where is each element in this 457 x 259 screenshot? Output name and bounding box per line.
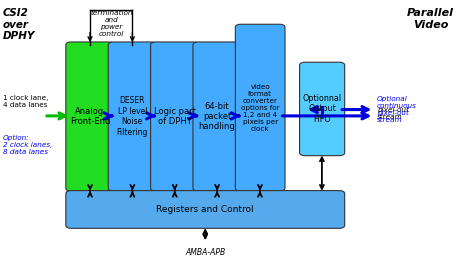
Text: Logic part
of DPHY: Logic part of DPHY <box>154 107 196 126</box>
Text: CSI2
over
DPHY: CSI2 over DPHY <box>3 8 35 41</box>
Text: DESER
LP level
Noise
Filtering: DESER LP level Noise Filtering <box>117 96 148 137</box>
FancyBboxPatch shape <box>151 42 199 191</box>
FancyBboxPatch shape <box>108 42 156 191</box>
Text: Option:
2 clock lanes,
8 data lanes: Option: 2 clock lanes, 8 data lanes <box>3 135 53 155</box>
Text: AMBA-APB: AMBA-APB <box>185 248 225 257</box>
FancyBboxPatch shape <box>300 62 345 156</box>
Text: 64-bit
packet
handling: 64-bit packet handling <box>199 102 235 131</box>
Text: Optional
continuous
pixel-out
stream: Optional continuous pixel-out stream <box>377 96 416 123</box>
Text: video
format
converter
options for
1,2 and 4
pixels per
clock: video format converter options for 1,2 a… <box>241 84 280 132</box>
Text: 1 clock lane,
4 data lanes: 1 clock lane, 4 data lanes <box>3 96 48 109</box>
Text: Optionnal
Output
FIFO: Optionnal Output FIFO <box>303 94 342 124</box>
Text: termination
and
power
control: termination and power control <box>90 10 133 37</box>
FancyBboxPatch shape <box>193 42 241 191</box>
Text: Registers and Control: Registers and Control <box>156 205 254 214</box>
FancyBboxPatch shape <box>66 191 345 228</box>
Text: Parallel
Video: Parallel Video <box>407 8 454 30</box>
Text: pixel-out
stream: pixel-out stream <box>377 107 409 120</box>
Text: Analog
Front-End: Analog Front-End <box>70 107 110 126</box>
FancyBboxPatch shape <box>235 24 285 191</box>
FancyBboxPatch shape <box>66 42 114 191</box>
